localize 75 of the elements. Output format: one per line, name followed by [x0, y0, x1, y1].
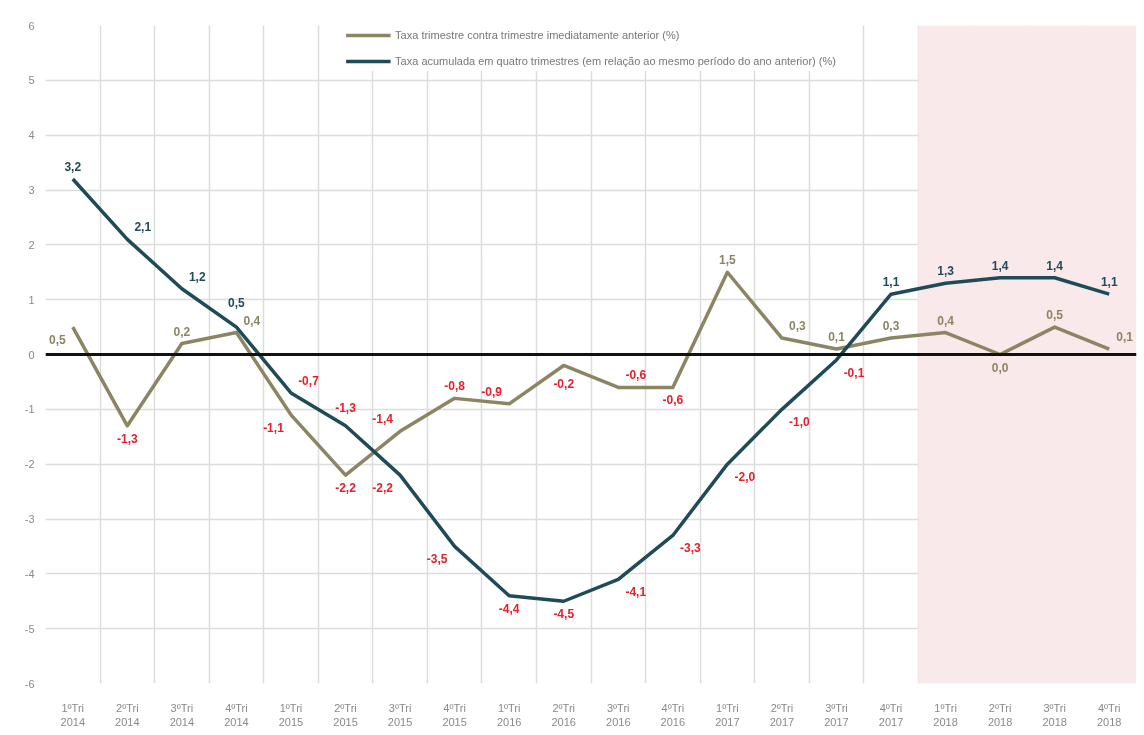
x-tick-label: 3ºTri 2017 — [824, 701, 849, 728]
y-tick-label: 0 — [28, 348, 35, 361]
x-tick-label: 2ºTri 2018 — [987, 701, 1013, 728]
data-label: 1,1 — [1100, 275, 1118, 290]
data-label: 0,1 — [828, 330, 846, 345]
data-label: -0,6 — [625, 368, 647, 383]
y-tick-label: -1 — [24, 403, 35, 416]
x-tick-label: 4ºTri 2015 — [442, 701, 467, 728]
data-label: 0,5 — [1046, 308, 1064, 323]
data-label: 1,4 — [1046, 258, 1064, 273]
legend-label: Taxa acumulada em quatro trimestres (em relação ao mesmo período do ano anterior) (%) — [395, 55, 836, 67]
y-tick-label: -3 — [24, 513, 35, 525]
y-tick-label: -2 — [24, 458, 35, 471]
data-label: -0,2 — [553, 377, 575, 392]
y-tick-label: -5 — [24, 622, 35, 635]
x-tick-label: 1ºTri 2015 — [278, 701, 304, 728]
x-tick-label: 4ºTri 2014 — [224, 701, 249, 728]
data-label: -4,5 — [553, 607, 575, 622]
x-tick-label: 1ºTri 2016 — [496, 701, 522, 728]
data-label: -1,1 — [263, 420, 285, 435]
data-label: -2,2 — [372, 481, 394, 496]
data-label: -0,7 — [298, 373, 320, 388]
data-label: -1,3 — [116, 431, 138, 446]
data-label: 1,3 — [937, 264, 955, 279]
y-tick-label: 5 — [28, 74, 35, 87]
x-tick-label: 4ºTri 2018 — [1096, 701, 1122, 728]
data-label: 0,0 — [991, 360, 1009, 375]
y-tick-label: -4 — [24, 567, 35, 580]
y-tick-label: -6 — [24, 677, 35, 690]
x-tick-label: 4ºTri 2017 — [878, 701, 904, 728]
data-label: -1,3 — [335, 400, 357, 415]
data-label: 2,1 — [134, 220, 152, 235]
data-label: -4,1 — [625, 585, 647, 600]
x-tick-label: 2ºTri 2017 — [769, 701, 795, 728]
data-label: 1,5 — [719, 253, 737, 268]
x-tick-label: 3ºTri 2016 — [606, 701, 631, 728]
y-tick-label: 2 — [28, 238, 35, 251]
data-label: 0,2 — [173, 324, 191, 339]
data-label: 0,5 — [49, 333, 67, 348]
data-label: 1,2 — [188, 269, 206, 284]
x-tick-label: 1ºTri 2018 — [933, 701, 958, 728]
data-label: -2,2 — [335, 481, 357, 496]
data-label: 0,4 — [243, 313, 261, 328]
data-label: -1,0 — [789, 415, 811, 430]
data-label: 0,5 — [228, 296, 246, 311]
x-tick-label: 3ºTri 2018 — [1042, 701, 1067, 728]
x-tick-label: 1ºTri 2014 — [60, 701, 86, 728]
x-tick-label: 3ºTri 2015 — [387, 701, 413, 728]
x-tick-label: 3ºTri 2014 — [169, 701, 195, 728]
data-label: -2,0 — [734, 470, 756, 485]
data-label: -1,4 — [372, 412, 394, 427]
data-label: 1,4 — [991, 258, 1009, 273]
data-label: -3,3 — [679, 541, 701, 556]
legend-label: Taxa trimestre contra trimestre imediatamente anterior (%) — [395, 29, 680, 41]
data-label: -0,6 — [662, 393, 684, 408]
data-label: 3,2 — [64, 160, 82, 175]
data-label: -4,4 — [498, 601, 520, 616]
y-tick-label: 3 — [28, 184, 35, 196]
data-label: -0,1 — [843, 365, 865, 380]
x-tick-label: 4ºTri 2016 — [660, 701, 686, 728]
data-label: 0,3 — [788, 319, 806, 334]
data-label: 0,3 — [882, 319, 900, 334]
y-tick-label: 4 — [28, 129, 35, 142]
y-tick-label: 6 — [28, 19, 35, 32]
x-tick-label: 2ºTri 2014 — [115, 701, 140, 728]
data-label: 0,1 — [1116, 330, 1134, 345]
data-label: -3,5 — [426, 552, 448, 567]
x-tick-label: 1ºTri 2017 — [715, 701, 740, 728]
data-label: -0,8 — [444, 379, 466, 394]
data-label: 0,4 — [937, 313, 955, 328]
x-tick-label: 2ºTri 2015 — [333, 701, 358, 728]
x-tick-label: 2ºTri 2016 — [551, 701, 576, 728]
data-label: 1,1 — [882, 275, 900, 290]
y-tick-label: 1 — [28, 293, 35, 306]
data-label: -0,9 — [481, 384, 503, 399]
